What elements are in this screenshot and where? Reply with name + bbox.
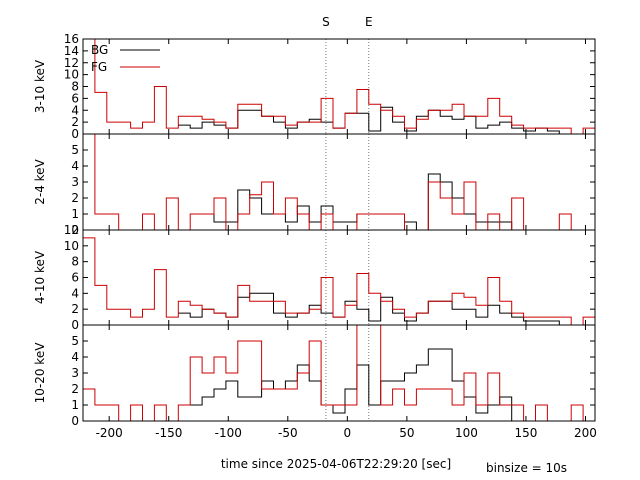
y-tick-label: 10 — [64, 68, 79, 82]
x-axis: -200 -150 -100 -50 0 50 100 150 200 — [96, 426, 597, 440]
y-tick-label: 10 — [64, 239, 79, 253]
y-tick-label: 5 — [71, 143, 79, 157]
series-bg-step — [202, 173, 595, 230]
marker-label-S: S — [322, 15, 330, 29]
series-fg-step — [83, 39, 595, 134]
y-tick-label: 0 — [71, 318, 79, 332]
y-tick-label: 16 — [64, 32, 79, 46]
x-tick-label: 200 — [574, 426, 597, 440]
y-axis-title: 10-20 keV — [33, 342, 47, 404]
y-tick-label: 3 — [71, 366, 79, 380]
x-tick-label: -200 — [96, 426, 123, 440]
y-tick-label: 14 — [64, 44, 79, 58]
panel-frame — [82, 229, 596, 326]
legend-label-fg: FG — [91, 60, 107, 74]
y-tick-label: 3 — [71, 175, 79, 189]
marker-label-E: E — [365, 15, 373, 29]
y-tick-label: 12 — [64, 56, 79, 70]
binsize-annotation: binsize = 10s — [486, 461, 567, 475]
y-tick-label: 1 — [71, 398, 79, 412]
y-tick-label: 12 — [64, 223, 79, 237]
panel-frame — [82, 324, 596, 422]
series-fg-step — [83, 237, 595, 325]
y-tick-label: 4 — [71, 286, 79, 300]
y-tick-label: 8 — [71, 255, 79, 269]
y-tick-label: 2 — [71, 191, 79, 205]
panel-4: 0 1 2 3 4 5 10-20 keV — [33, 324, 596, 428]
legend-label-bg: BG — [91, 43, 108, 57]
y-tick-label: 6 — [71, 271, 79, 285]
x-tick-label: 100 — [455, 426, 478, 440]
x-tick-label: 150 — [514, 426, 537, 440]
y-tick-label: 2 — [71, 382, 79, 396]
y-tick-label: 8 — [71, 80, 79, 94]
y-tick-label: 6 — [71, 91, 79, 105]
x-tick-label: -150 — [155, 426, 182, 440]
series-bg-step — [178, 106, 595, 134]
y-tick-label: 0 — [71, 127, 79, 141]
legend: BG FG — [91, 43, 160, 74]
panel-3: 0 2 46 8 10 12 4-10 keV — [33, 223, 596, 332]
x-axis-title: time since 2025-04-06T22:29:20 [sec] — [221, 457, 451, 471]
y-axis-title: 2-4 keV — [33, 158, 47, 204]
series-bg-step — [190, 348, 595, 421]
y-tick-label: 4 — [71, 350, 79, 364]
x-tick-label: 50 — [399, 426, 414, 440]
x-tick-label: -100 — [215, 426, 242, 440]
y-tick-label: 0 — [71, 223, 79, 237]
panel-frame — [82, 133, 596, 231]
y-tick-label: 4 — [71, 159, 79, 173]
y-tick-label: 2 — [71, 302, 79, 316]
y-tick-label: 4 — [71, 103, 79, 117]
x-tick-label: -50 — [278, 426, 298, 440]
y-tick-label: 5 — [71, 334, 79, 348]
series-fg-step — [83, 134, 595, 230]
series-fg-step — [83, 325, 595, 421]
y-tick-label: 0 — [71, 414, 79, 428]
y-axis-title: 4-10 keV — [33, 250, 47, 304]
x-tick-label: 0 — [344, 426, 352, 440]
series-bg-step — [178, 292, 595, 325]
y-axis-title: 3-10 keV — [33, 59, 47, 113]
y-tick-label: 1 — [71, 207, 79, 221]
y-tick-label: 2 — [71, 115, 79, 129]
